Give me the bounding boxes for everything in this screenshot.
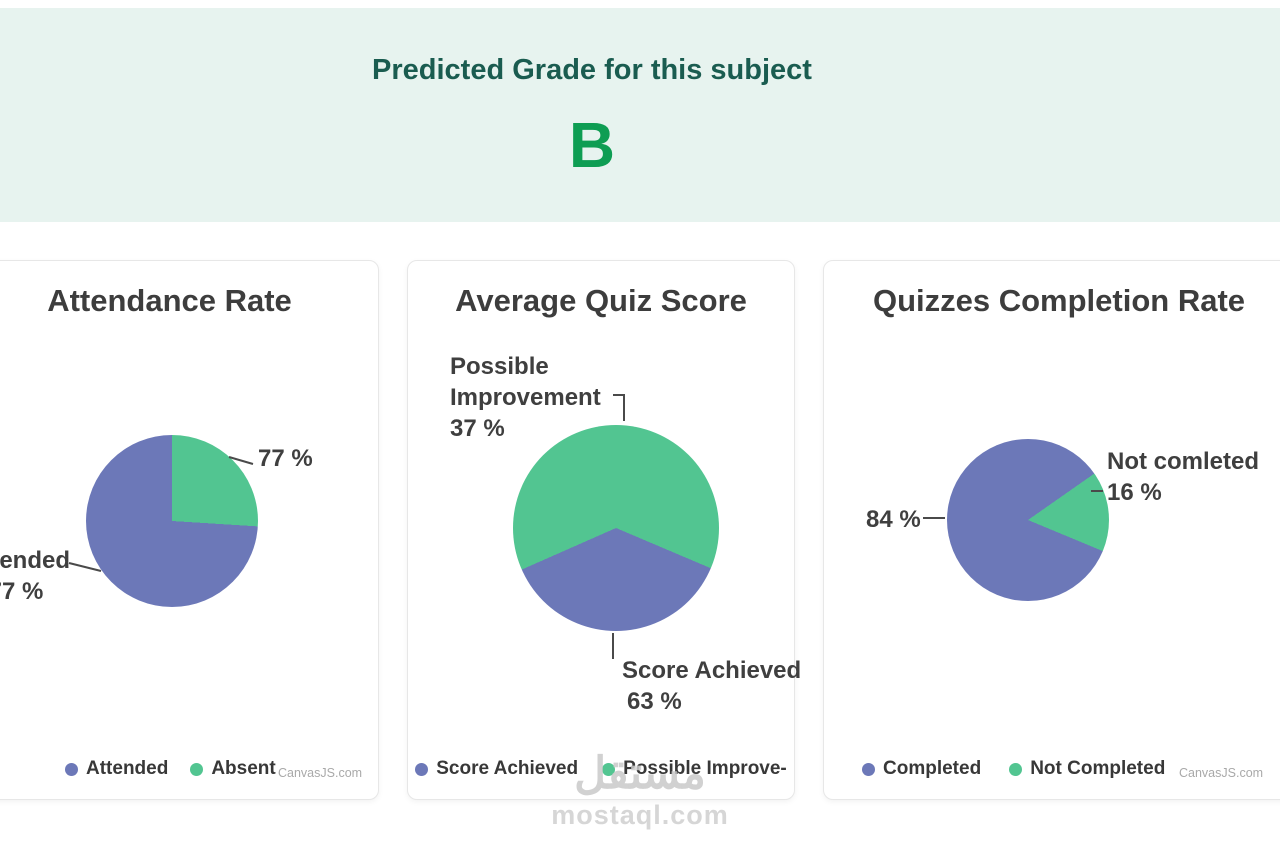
legend-label-not-completed: Not Completed bbox=[1030, 758, 1166, 779]
pie-label-score-achieved: Score Achieved 63 % bbox=[622, 655, 801, 717]
predicted-grade-banner: Predicted Grade for this subject B bbox=[0, 8, 1280, 222]
legend-label-attended: Attended bbox=[86, 758, 169, 779]
legend-dot-score-achieved bbox=[415, 762, 429, 776]
attendance-legend: Attended Absent bbox=[65, 758, 276, 780]
completion-card-title: Quizzes Completion Rate bbox=[872, 283, 1246, 318]
legend-item-not-completed[interactable]: Not Completed bbox=[1009, 758, 1165, 780]
completion-legend: Completed Not Completed bbox=[862, 758, 1165, 780]
pie-label-possible: Possible bbox=[450, 353, 549, 380]
legend-item-completed[interactable]: Completed bbox=[862, 758, 981, 780]
quizzes-completion-rate-card: Quizzes Completion Rate 84 % Not comlete… bbox=[823, 260, 1280, 800]
predicted-grade-title: Predicted Grade for this subject bbox=[372, 54, 812, 86]
legend-label-absent: Absent bbox=[211, 758, 276, 779]
predicted-grade-value: B bbox=[568, 109, 616, 181]
pie-label-attended-name: Attended bbox=[0, 547, 70, 574]
pie-label-score-achieved-name: Score Achieved bbox=[622, 657, 802, 684]
attendance-card-title: Attendance Rate bbox=[47, 283, 292, 318]
pie-label-completed-pct: 84 % bbox=[866, 506, 921, 533]
legend-dot-completed bbox=[862, 762, 875, 776]
mostaql-domain: mostaql.com bbox=[551, 800, 729, 831]
legend-item-attended[interactable]: Attended bbox=[65, 758, 168, 780]
legend-item-absent[interactable]: Absent bbox=[190, 758, 276, 780]
canvasjs-watermark[interactable]: CanvasJS.com bbox=[278, 766, 363, 780]
pie-label-score-achieved-pct: 63 % bbox=[627, 688, 682, 715]
attendance-pie-chart[interactable] bbox=[86, 435, 258, 607]
completion-pie-chart[interactable] bbox=[947, 439, 1109, 601]
canvasjs-watermark[interactable]: CanvasJS.com bbox=[1179, 766, 1264, 780]
legend-dot-not-completed bbox=[1009, 762, 1023, 776]
legend-item-possible-improvement[interactable]: Possible Improve- bbox=[602, 758, 787, 780]
pie-label-improvement-pct: 37 % bbox=[450, 415, 505, 442]
pie-label-not-completed: Not comleted 16 % bbox=[1107, 446, 1259, 508]
pie-label-absent-pct: 77 % bbox=[258, 445, 313, 472]
pie-label-not-completed-name: Not comleted bbox=[1107, 448, 1260, 475]
quiz-score-card-title: Average Quiz Score bbox=[455, 283, 747, 318]
legend-label-possible-improvement: Possible Improve- bbox=[623, 758, 787, 779]
pie-label-attended-pct: 77 % bbox=[0, 578, 44, 605]
pie-label-not-completed-pct: 16 % bbox=[1107, 479, 1162, 506]
pie-label-attended: Attended 77 % bbox=[0, 545, 70, 607]
legend-label-completed: Completed bbox=[883, 758, 982, 779]
legend-label-score-achieved: Score Achieved bbox=[436, 758, 579, 779]
legend-item-score-achieved[interactable]: Score Achieved bbox=[415, 758, 578, 780]
pie-label-possible-improvement: Possible Improvement 37 % bbox=[450, 351, 601, 444]
pie-label-improvement: Improvement bbox=[450, 384, 601, 411]
quiz-score-legend: Score Achieved Possible Improve- bbox=[408, 758, 794, 780]
average-quiz-score-card: Average Quiz Score Possible Improvement … bbox=[407, 260, 801, 800]
quiz-score-pie-chart[interactable] bbox=[513, 425, 719, 631]
legend-dot-absent bbox=[190, 762, 204, 776]
legend-dot-possible-improvement bbox=[602, 762, 616, 776]
legend-dot-attended bbox=[65, 762, 78, 776]
attendance-rate-card: Attendance Rate 77 % Attended 77 % Atten… bbox=[0, 260, 379, 800]
